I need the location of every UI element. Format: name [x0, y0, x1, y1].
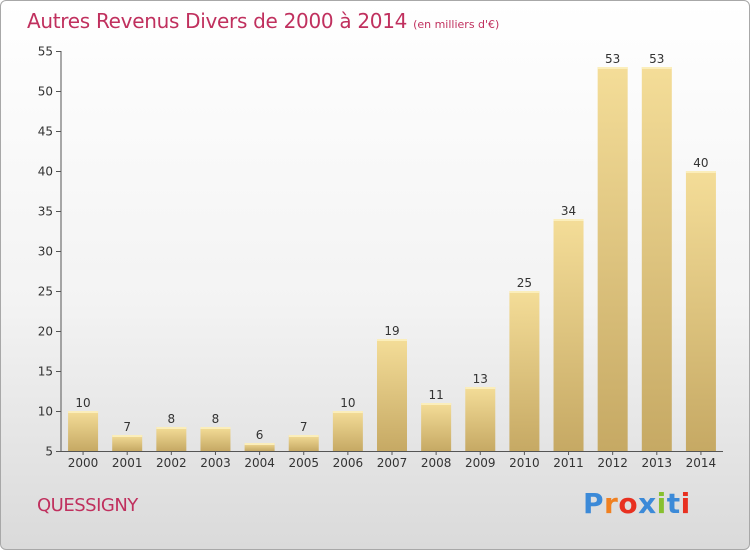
- bar-highlight-2014: [685, 171, 716, 173]
- bar-highlight-2007: [377, 339, 407, 341]
- commune-name: QUESSIGNY: [37, 495, 138, 516]
- bar-2008: [421, 403, 452, 451]
- bar-highlight-2001: [112, 435, 143, 437]
- bar-2010: [509, 291, 540, 451]
- x-tick-label-2002: 2002: [156, 456, 187, 470]
- x-tick-label-2004: 2004: [244, 456, 275, 470]
- bar-2014: [685, 171, 716, 451]
- bar-2011: [553, 219, 584, 451]
- bar-highlight-2003: [200, 427, 231, 429]
- bar-2000: [68, 411, 99, 451]
- bar-highlight-2009: [465, 387, 496, 389]
- x-tick-label-2013: 2013: [642, 456, 673, 470]
- x-tick-label-2001: 2001: [112, 456, 143, 470]
- logo-letter: i: [656, 487, 667, 520]
- logo-letter: i: [680, 487, 691, 520]
- y-tick-label: 40: [38, 165, 53, 179]
- bar-2005: [288, 435, 319, 451]
- value-label-2006: 10: [340, 396, 355, 410]
- value-label-2003: 8: [212, 412, 220, 426]
- bar-highlight-2008: [421, 403, 452, 405]
- bar-highlight-2004: [244, 443, 275, 445]
- bar-highlight-2012: [597, 67, 628, 69]
- chart-title-unit: (en milliers d'€): [413, 18, 500, 31]
- value-label-2001: 7: [123, 420, 131, 434]
- bar-2009: [465, 387, 496, 451]
- y-tick-label: 35: [38, 205, 53, 219]
- value-label-2005: 7: [300, 420, 308, 434]
- value-label-2014: 40: [693, 156, 708, 170]
- bar-2006: [332, 411, 363, 451]
- logo-letter: P: [583, 487, 605, 520]
- value-label-2004: 6: [256, 428, 264, 442]
- x-tick-label-2008: 2008: [421, 456, 452, 470]
- y-tick-label: 30: [38, 245, 53, 259]
- y-tick-label: 10: [38, 405, 53, 419]
- bar-highlight-2006: [332, 411, 363, 413]
- logo-letter: r: [604, 487, 619, 520]
- value-label-2010: 25: [517, 276, 532, 290]
- bar-2007: [377, 339, 407, 451]
- bar-2001: [112, 435, 143, 451]
- y-tick-label: 45: [38, 125, 53, 139]
- bar-2004: [244, 443, 275, 451]
- logo-letter: o: [618, 487, 639, 520]
- x-tick-label-2006: 2006: [333, 456, 364, 470]
- y-tick-label: 5: [45, 445, 53, 459]
- bar-2003: [200, 427, 231, 451]
- bar-highlight-2005: [288, 435, 319, 437]
- bar-highlight-2002: [156, 427, 187, 429]
- value-label-2013: 53: [649, 52, 664, 66]
- value-label-2009: 13: [473, 372, 488, 386]
- x-tick-label-2003: 2003: [200, 456, 231, 470]
- value-label-2011: 34: [561, 204, 576, 218]
- y-tick-label: 50: [38, 85, 53, 99]
- bar-highlight-2013: [641, 67, 672, 69]
- value-label-2012: 53: [605, 52, 620, 66]
- x-tick-label-2005: 2005: [288, 456, 319, 470]
- x-tick-label-2009: 2009: [465, 456, 496, 470]
- y-tick-label: 25: [38, 285, 53, 299]
- bar-2002: [156, 427, 187, 451]
- chart-title-main: Autres Revenus Divers de 2000 à 2014: [27, 9, 408, 33]
- bar-highlight-2010: [509, 291, 540, 293]
- value-label-2007: 19: [384, 324, 399, 338]
- x-tick-label-2010: 2010: [509, 456, 540, 470]
- y-axis: 5 10 15 20 25 30 35 40 45 50 55: [38, 45, 62, 459]
- value-label-2002: 8: [168, 412, 176, 426]
- value-label-2000: 10: [75, 396, 90, 410]
- y-tick-label: 15: [38, 365, 53, 379]
- y-tick-label: 55: [38, 45, 53, 59]
- bar-highlight-2000: [68, 411, 99, 413]
- x-tick-label-2007: 2007: [377, 456, 408, 470]
- bars: 10 7 8 8 6 7 10 19 11 13 25 34 53 53 40: [68, 52, 716, 451]
- x-axis: 2000 2001 2002 2003 2004 2005 2006 2007 2008 2009…: [61, 451, 723, 470]
- x-tick-label-2014: 2014: [686, 456, 717, 470]
- value-label-2008: 11: [428, 388, 443, 402]
- bar-2012: [597, 67, 628, 451]
- chart-title: Autres Revenus Divers de 2000 à 2014 (en …: [27, 9, 499, 33]
- x-tick-label-2000: 2000: [68, 456, 99, 470]
- bar-highlight-2011: [553, 219, 584, 221]
- x-tick-label-2011: 2011: [553, 456, 584, 470]
- x-tick-label-2012: 2012: [597, 456, 628, 470]
- y-tick-label: 20: [38, 325, 53, 339]
- proxiti-logo[interactable]: Proxiti: [583, 487, 691, 520]
- logo-letter: t: [666, 487, 681, 520]
- logo-letter: x: [638, 487, 657, 520]
- bar-2013: [641, 67, 672, 451]
